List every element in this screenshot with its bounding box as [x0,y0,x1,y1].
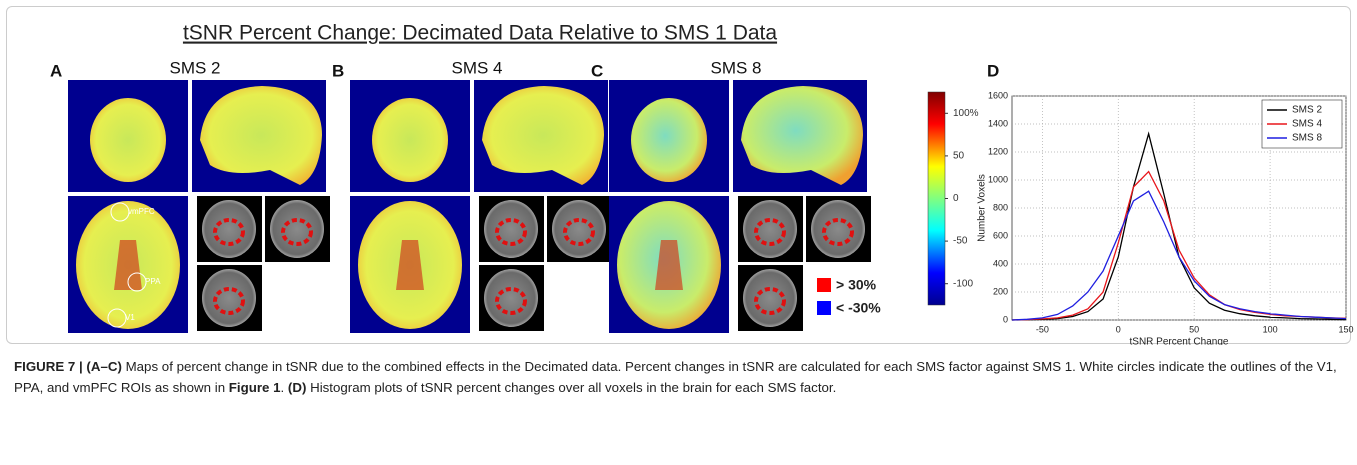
x-tick-label: 150 [1338,324,1353,334]
y-tick-label: 1200 [988,146,1008,156]
brain-panels: A SMS 2 B SMS 4 C SMS 8 vmPFC PPA V1 > 30% < -30% 1… [50,58,979,333]
panel-title: SMS 8 [710,58,761,77]
y-tick-label: 1400 [988,118,1008,128]
legend-label: < -30% [836,300,881,316]
caption: FIGURE 7 | (A–C) Maps of percent change … [14,356,1344,398]
caption-text: . [280,380,288,395]
y-tick-label: 0 [1003,314,1008,324]
thumb-red [754,218,786,246]
thumb-red [281,218,313,246]
thumb-brain [270,200,324,258]
thumb-brain [484,269,538,327]
panel-label: B [332,61,344,80]
thumb-red [563,218,595,246]
x-tick-label: 100 [1263,324,1278,334]
caption-text: Figure 1 [228,380,281,395]
y-tick-label: 1000 [988,174,1008,184]
caption-text: Maps of percent change in tSNR due to th… [14,359,1337,395]
thumb-red [754,287,786,315]
roi-circle [110,202,130,222]
thumb-brain [202,269,256,327]
panel-label: D [987,61,999,80]
thumb-brain [743,269,797,327]
y-axis-label: Number Voxels [977,174,988,242]
colorbar-tick-label: -100 [953,278,973,289]
caption-text: FIGURE 7 | (A–C) [14,359,122,374]
y-tick-label: 600 [993,230,1008,240]
thumb-brain [484,200,538,258]
legend-blue [817,301,831,315]
x-tick-label: 50 [1189,324,1199,334]
thumb-red [495,218,527,246]
axial-center [114,240,142,290]
thumb-brain [202,200,256,258]
coronal-brain [90,98,166,182]
legend-label: SMS 8 [1292,133,1322,144]
x-tick-label: 0 [1116,324,1121,334]
roi-circle [127,272,147,292]
y-tick-label: 1600 [988,90,1008,100]
thumb-red [822,218,854,246]
x-tick-label: -50 [1036,324,1049,334]
y-tick-label: 400 [993,258,1008,268]
x-axis-label: tSNR Percent Change [1130,337,1229,345]
thumb-red [213,287,245,315]
coronal-brain [631,98,707,182]
figure-title: tSNR Percent Change: Decimated Data Rela… [183,22,777,45]
thumb-brain [552,200,606,258]
colorbar-tick-label: 50 [953,151,965,162]
panel-title: SMS 2 [169,58,220,77]
thumb-brain [811,200,865,258]
roi-label: vmPFC [128,207,155,216]
y-tick-label: 200 [993,286,1008,296]
panel-label: A [50,61,62,80]
colorbar-tick-label: 0 [953,193,959,204]
panel-title: SMS 4 [451,58,502,77]
sagittal-brain [200,86,322,185]
colorbar-tick-label: 100% [953,108,979,119]
series-line [1011,190,1347,321]
figure: tSNR Percent Change: Decimated Data Rela… [50,22,1354,345]
caption-text: (D) [287,380,307,395]
colorbar-tick-label: -50 [953,236,968,247]
caption-text: Histogram plots of tSNR percent changes … [306,380,837,395]
thumb-red [213,218,245,246]
sagittal-brain [741,86,863,185]
panel-label: C [591,61,603,80]
roi-circle [107,308,127,328]
legend-red [817,278,831,292]
axial-center [655,240,683,290]
sagittal-brain [482,86,604,185]
coronal-brain [372,98,448,182]
figure-frame [6,6,1351,344]
thumb-brain [743,200,797,258]
roi-label: PPA [145,277,161,286]
roi-label: V1 [125,313,135,322]
axial-center [396,240,424,290]
legend-label: > 30% [836,277,877,293]
y-tick-label: 800 [993,202,1008,212]
histogram: D 0 200 400 600 800 1000 1200 1400 1600 -50 0 50 100 1… [977,61,1354,345]
legend-label: SMS 4 [1292,119,1322,130]
thumb-red [495,287,527,315]
legend-label: SMS 2 [1292,105,1322,116]
colorbar [927,91,946,306]
